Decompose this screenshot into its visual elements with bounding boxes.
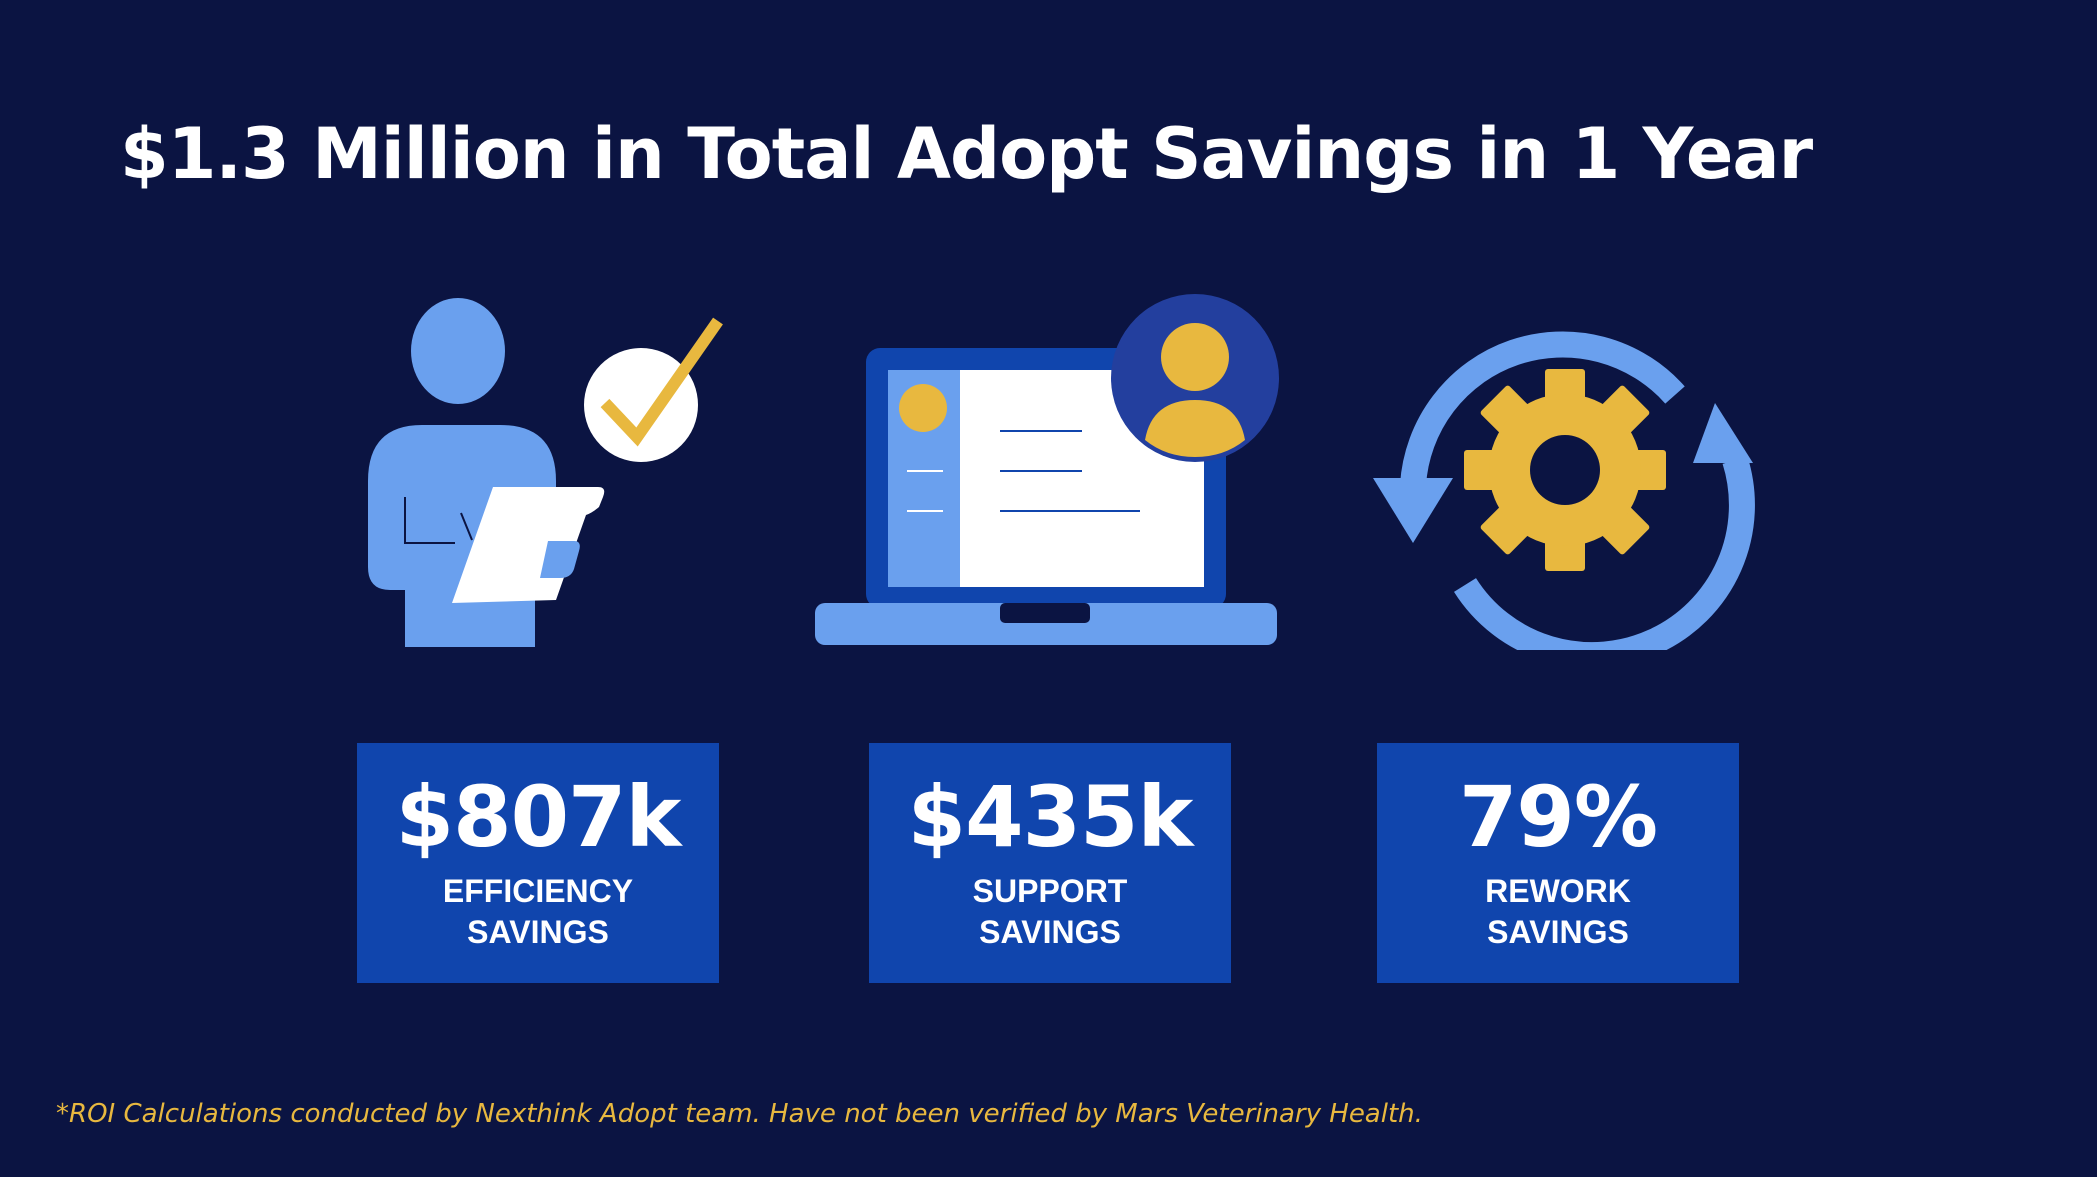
stat-label: SUPPORT SAVINGS [972, 873, 1128, 951]
gear-cycle-icon [1365, 285, 1765, 650]
stat-value: 79% [1458, 768, 1658, 866]
stat-box-rework: 79% REWORK SAVINGS [1377, 743, 1739, 983]
stat-value: $807k [395, 768, 682, 866]
stat-label: REWORK SAVINGS [1485, 873, 1631, 951]
stat-box-efficiency: $807k EFFICIENCY SAVINGS [357, 743, 719, 983]
stat-value: $435k [907, 768, 1194, 866]
stat-box-support: $435k SUPPORT SAVINGS [869, 743, 1231, 983]
footnote: *ROI Calculations conducted by Nexthink … [56, 1099, 1423, 1129]
stat-label: EFFICIENCY SAVINGS [442, 873, 634, 951]
laptop-user-icon [812, 285, 1287, 650]
person-clipboard-check-icon [360, 285, 730, 650]
page-title: $1.3 Million in Total Adopt Savings in 1… [120, 113, 1813, 195]
